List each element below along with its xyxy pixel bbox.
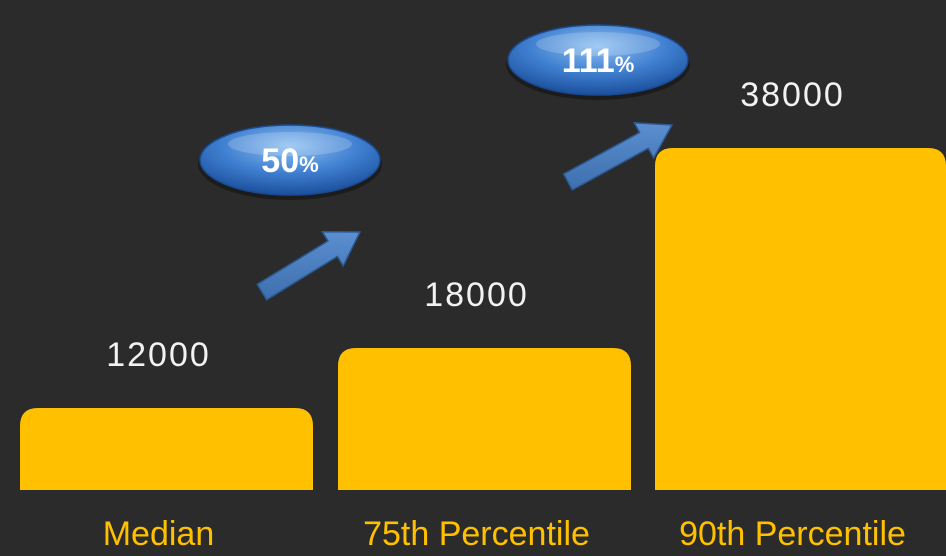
category-label-90th-percentile: 90th Percentile: [679, 515, 906, 553]
increase-arrow-2: [562, 121, 674, 191]
increase-badges-group: 50%111%: [198, 24, 690, 200]
badge-value-text: 111%: [562, 42, 635, 80]
category-labels-group: Median 75th Percentile 90th Percentile: [103, 515, 906, 553]
category-label-median: Median: [103, 515, 215, 553]
increase-badge-1: 50%: [198, 124, 382, 200]
badge-number: 111: [562, 42, 615, 80]
increase-arrow-1: [256, 230, 362, 301]
increase-badge-2: 111%: [506, 24, 690, 100]
bars-group: [20, 148, 946, 490]
badge-number: 50: [261, 142, 299, 180]
value-label-90th-percentile: 38000: [740, 76, 845, 114]
bar-75th-percentile: [338, 348, 631, 490]
badge-highlight: [536, 32, 660, 56]
badge-highlight: [228, 132, 352, 156]
value-label-median: 12000: [106, 336, 211, 374]
category-label-75th-percentile: 75th Percentile: [363, 515, 590, 553]
badge-percent-sign: %: [299, 152, 319, 177]
increase-arrows-group: [256, 121, 674, 301]
bar-median: [20, 408, 313, 490]
badge-ellipse: [507, 24, 689, 96]
badge-percent-sign: %: [615, 52, 635, 77]
bar-90th-percentile: [655, 148, 946, 490]
badge-ellipse: [199, 124, 381, 196]
value-labels-group: 12000 18000 38000: [106, 76, 845, 374]
badge-value-text: 50%: [261, 142, 318, 180]
value-label-75th-percentile: 18000: [424, 276, 529, 314]
